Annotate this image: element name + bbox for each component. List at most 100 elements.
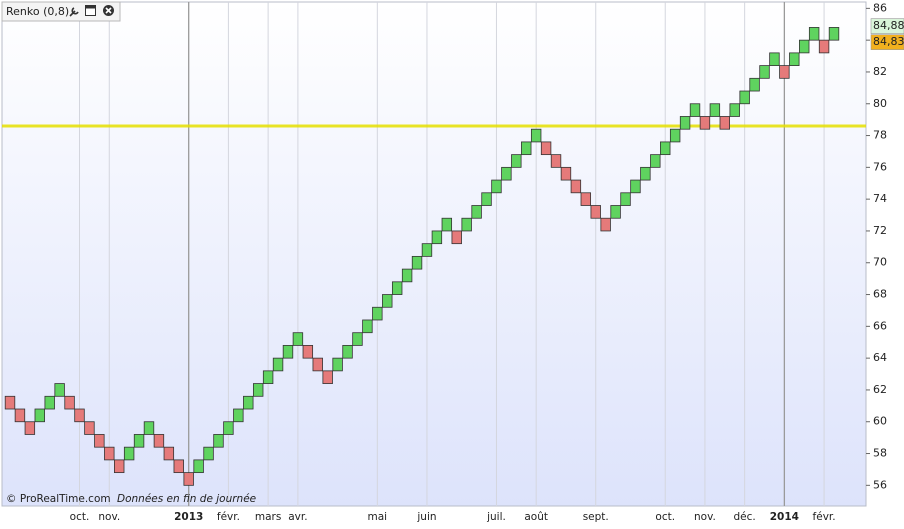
brick-down bbox=[560, 166, 572, 181]
brick-up bbox=[511, 154, 522, 168]
y-tick-label: 60 bbox=[873, 415, 887, 428]
marks-layer bbox=[4, 27, 840, 486]
brick-down bbox=[540, 141, 552, 156]
y-tick-label: 56 bbox=[873, 478, 887, 491]
brick-up bbox=[431, 230, 443, 245]
brick-up bbox=[252, 383, 264, 397]
brick-down bbox=[570, 179, 582, 194]
brick-up bbox=[828, 27, 840, 41]
y-tick-label: 72 bbox=[873, 224, 887, 237]
x-tick-label: nov. bbox=[694, 511, 716, 523]
brick-up bbox=[461, 217, 472, 232]
brick-up bbox=[332, 357, 343, 372]
brick-up bbox=[342, 345, 353, 359]
y-tick-label: 68 bbox=[873, 288, 887, 301]
brick-down bbox=[183, 472, 194, 486]
x-tick-label: nov. bbox=[98, 511, 120, 523]
brick-up bbox=[689, 103, 701, 117]
brick-up bbox=[421, 243, 433, 257]
y-tick-label: 58 bbox=[873, 447, 887, 460]
x-tick-label: mai bbox=[368, 511, 388, 523]
brick-up bbox=[193, 459, 204, 474]
y-tick-label: 62 bbox=[873, 383, 887, 396]
close-icon[interactable] bbox=[103, 5, 114, 16]
brick-up bbox=[630, 179, 641, 194]
brick-up bbox=[739, 90, 750, 105]
wrench-shape bbox=[69, 7, 79, 17]
x-tick-label: avr. bbox=[288, 511, 307, 523]
window-bar bbox=[85, 5, 96, 9]
brick-up bbox=[481, 192, 492, 206]
x-tick-label: 2014 bbox=[770, 511, 799, 523]
brick-down bbox=[94, 434, 105, 448]
brick-up bbox=[54, 383, 65, 397]
y-tick-label: 74 bbox=[873, 192, 887, 205]
brick-down bbox=[590, 205, 601, 219]
brick-down bbox=[114, 459, 125, 474]
brick-up bbox=[411, 255, 423, 270]
brick-up bbox=[729, 103, 740, 117]
brick-up bbox=[669, 128, 681, 143]
brick-down bbox=[550, 154, 562, 168]
brick-down bbox=[580, 192, 592, 206]
brick-up bbox=[34, 408, 45, 423]
brick-down bbox=[84, 421, 95, 435]
x-tick-label: oct. bbox=[70, 511, 90, 523]
x-tick-label: juil. bbox=[486, 511, 506, 523]
brick-up bbox=[352, 332, 363, 346]
brick-down bbox=[153, 434, 165, 448]
indicator-title: Renko (0,8) bbox=[6, 5, 69, 18]
y-tick-label: 82 bbox=[873, 65, 887, 78]
x-tick-label: févr. bbox=[813, 511, 836, 523]
brick-up bbox=[143, 421, 155, 435]
y-tick-label: 70 bbox=[873, 256, 887, 269]
window-icon[interactable] bbox=[85, 5, 96, 16]
grid-layer bbox=[2, 2, 866, 506]
brick-up bbox=[272, 357, 284, 372]
brick-down bbox=[719, 116, 730, 130]
x-tick-label: déc. bbox=[734, 511, 756, 523]
y-tick-label: 66 bbox=[873, 319, 887, 332]
brick-up bbox=[501, 166, 512, 181]
brick-up bbox=[610, 205, 621, 219]
price-label-box bbox=[870, 34, 904, 50]
brick-down bbox=[322, 370, 333, 384]
price-label: 84,83 bbox=[873, 35, 904, 48]
brick-up bbox=[491, 179, 502, 194]
brick-up bbox=[521, 141, 532, 156]
brick-up bbox=[709, 103, 721, 117]
brick-down bbox=[163, 446, 175, 461]
y-tick-label: 64 bbox=[873, 351, 887, 364]
brick-down bbox=[14, 408, 26, 423]
brick-down bbox=[74, 408, 85, 423]
brick-down bbox=[302, 345, 314, 359]
brick-up bbox=[640, 166, 651, 181]
x-tick-label: juin bbox=[416, 511, 436, 523]
brick-up bbox=[44, 395, 55, 410]
settings-icon[interactable] bbox=[69, 7, 79, 17]
x-tick-label: mars bbox=[255, 511, 281, 523]
brick-down bbox=[600, 217, 611, 232]
y-tick-label: 76 bbox=[873, 160, 887, 173]
brick-up bbox=[213, 434, 224, 448]
brick-up bbox=[759, 65, 770, 79]
brick-up bbox=[233, 408, 244, 423]
x-tick-label: août bbox=[524, 511, 548, 523]
brick-up bbox=[808, 27, 820, 41]
footer-note: Données en fin de journée bbox=[117, 493, 256, 505]
brick-up bbox=[749, 77, 760, 92]
price-label: 84,88 bbox=[873, 19, 904, 32]
x-tick-label: févr. bbox=[217, 511, 240, 523]
brick-down bbox=[312, 357, 323, 372]
brick-up bbox=[243, 395, 254, 410]
brick-down bbox=[818, 39, 830, 54]
brick-down bbox=[451, 230, 462, 245]
x-tick-label: oct. bbox=[655, 511, 675, 523]
brick-up bbox=[789, 52, 800, 66]
brick-up bbox=[123, 446, 135, 461]
brick-up bbox=[362, 319, 373, 334]
brick-up bbox=[223, 421, 234, 435]
footer-source: © ProRealTime.com bbox=[6, 493, 111, 505]
brick-up bbox=[679, 116, 691, 130]
